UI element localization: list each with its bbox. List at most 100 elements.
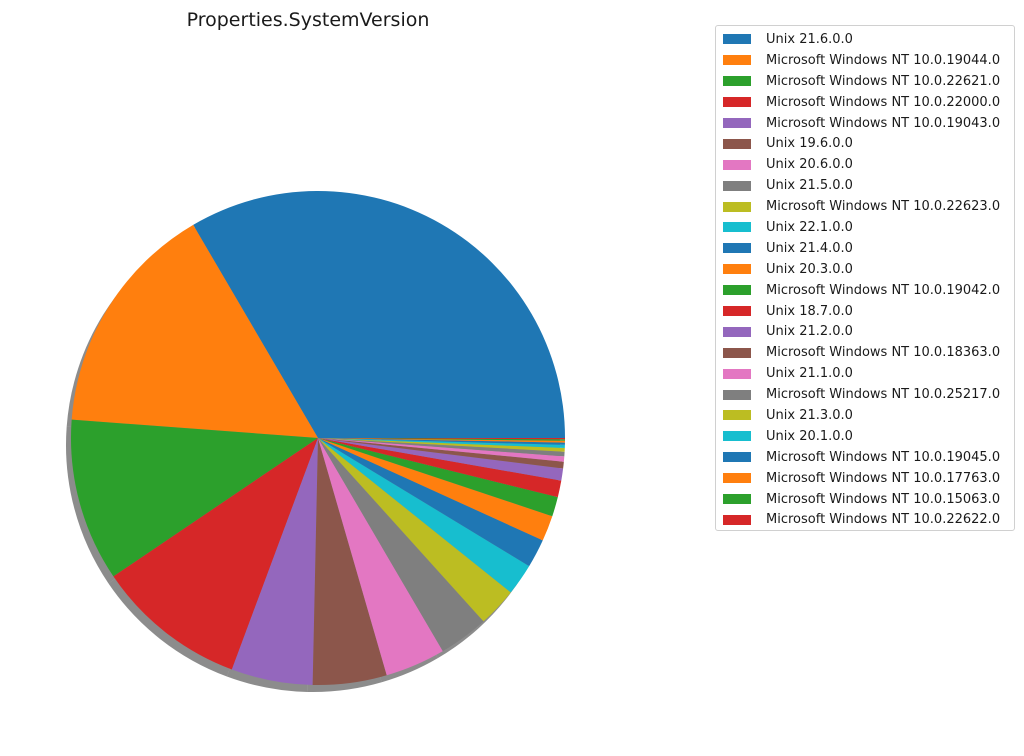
- pie-slice: [318, 438, 565, 452]
- pie-slice: [70, 419, 319, 577]
- pie-slice: [318, 438, 543, 567]
- legend-label: Unix 21.5.0.0: [766, 178, 853, 194]
- legend-swatch: [723, 34, 751, 45]
- legend-swatch: [723, 76, 751, 87]
- legend-item: Microsoft Windows NT 10.0.22623.0: [716, 196, 1014, 217]
- pie-slice: [318, 438, 562, 498]
- pie-slice: [318, 438, 565, 462]
- legend-label: Unix 21.2.0.0: [766, 324, 853, 340]
- pie-slice: [318, 438, 566, 440]
- legend-swatch: [723, 368, 751, 379]
- legend-swatch: [723, 264, 751, 275]
- legend-swatch: [723, 347, 751, 358]
- legend-label: Microsoft Windows NT 10.0.22621.0: [766, 73, 1001, 89]
- legend-label: Microsoft Windows NT 10.0.19042.0: [766, 282, 1001, 298]
- legend-label: Microsoft Windows NT 10.0.22623.0: [766, 199, 1001, 215]
- legend-label: Unix 18.7.0.0: [766, 303, 853, 319]
- legend-swatch: [723, 243, 751, 254]
- legend-label: Unix 22.1.0.0: [766, 219, 853, 235]
- pie-slices: [70, 191, 566, 685]
- legend-label: Microsoft Windows NT 10.0.22000.0: [766, 94, 1001, 110]
- legend-item: Microsoft Windows NT 10.0.25217.0: [716, 384, 1014, 405]
- legend-swatch: [723, 306, 751, 317]
- legend-item: Unix 19.6.0.0: [716, 133, 1014, 154]
- legend-label: Unix 20.1.0.0: [766, 428, 853, 444]
- pie-slice: [193, 191, 565, 438]
- pie-slice: [113, 438, 319, 670]
- pie-slice: [318, 438, 553, 541]
- pie-slice: [318, 438, 564, 469]
- legend-label: Microsoft Windows NT 10.0.17763.0: [766, 470, 1001, 486]
- legend-item: Unix 21.6.0.0: [716, 29, 1014, 50]
- legend-swatch: [723, 389, 751, 400]
- pie-slice: [318, 438, 484, 652]
- legend-item: Microsoft Windows NT 10.0.19043.0: [716, 113, 1014, 134]
- legend-swatch: [723, 201, 751, 212]
- legend-label: Microsoft Windows NT 10.0.19044.0: [766, 52, 1001, 68]
- pie-slice: [318, 438, 530, 593]
- pie-slice: [318, 438, 511, 622]
- legend-swatch: [723, 97, 751, 108]
- pie-slice: [318, 438, 565, 457]
- legend-label: Unix 20.3.0.0: [766, 261, 853, 277]
- legend-swatch: [723, 514, 751, 525]
- legend-item: Microsoft Windows NT 10.0.18363.0: [716, 342, 1014, 363]
- legend-label: Microsoft Windows NT 10.0.19043.0: [766, 115, 1001, 131]
- legend-item: Microsoft Windows NT 10.0.17763.0: [716, 468, 1014, 489]
- pie-slice: [318, 438, 565, 443]
- legend-swatch: [723, 222, 751, 233]
- pie-slice: [318, 438, 443, 676]
- legend-swatch: [723, 138, 751, 149]
- legend-label: Unix 19.6.0.0: [766, 136, 853, 152]
- legend-swatch: [723, 180, 751, 191]
- legend-label: Unix 21.4.0.0: [766, 240, 853, 256]
- legend-item: Microsoft Windows NT 10.0.19042.0: [716, 280, 1014, 301]
- legend-swatch: [723, 473, 751, 484]
- legend-label: Unix 21.1.0.0: [766, 366, 853, 382]
- legend-item: Unix 20.3.0.0: [716, 259, 1014, 280]
- pie-slice: [318, 438, 565, 441]
- legend-swatch: [723, 494, 751, 505]
- legend-swatch: [723, 285, 751, 296]
- legend-label: Microsoft Windows NT 10.0.19045.0: [766, 449, 1001, 465]
- pie-slice: [231, 438, 318, 685]
- legend-swatch: [723, 452, 751, 463]
- legend-item: Microsoft Windows NT 10.0.19044.0: [716, 50, 1014, 71]
- legend-label: Microsoft Windows NT 10.0.25217.0: [766, 387, 1001, 403]
- legend-item: Unix 20.6.0.0: [716, 154, 1014, 175]
- legend-swatch: [723, 410, 751, 421]
- legend-label: Unix 21.6.0.0: [766, 31, 853, 47]
- legend-label: Unix 21.3.0.0: [766, 407, 853, 423]
- legend-item: Unix 21.4.0.0: [716, 238, 1014, 259]
- pie-slice: [318, 438, 558, 517]
- legend-item: Microsoft Windows NT 10.0.15063.0: [716, 489, 1014, 510]
- legend-label: Unix 20.6.0.0: [766, 157, 853, 173]
- legend-swatch: [723, 326, 751, 337]
- legend-item: Unix 21.1.0.0: [716, 363, 1014, 384]
- legend-label: Microsoft Windows NT 10.0.22622.0: [766, 512, 1001, 528]
- legend-item: Microsoft Windows NT 10.0.22622.0: [716, 509, 1014, 530]
- legend-swatch: [723, 159, 751, 170]
- legend-item: Unix 21.2.0.0: [716, 321, 1014, 342]
- legend: Unix 21.6.0.0 Microsoft Windows NT 10.0.1…: [715, 25, 1015, 531]
- pie-slice: [318, 438, 565, 448]
- legend-label: Microsoft Windows NT 10.0.15063.0: [766, 491, 1001, 507]
- legend-item: Unix 21.5.0.0: [716, 175, 1014, 196]
- pie-slice: [312, 438, 387, 685]
- legend-item: Unix 21.3.0.0: [716, 405, 1014, 426]
- legend-swatch: [723, 118, 751, 128]
- legend-item: Microsoft Windows NT 10.0.22621.0: [716, 71, 1014, 92]
- legend-item: Unix 18.7.0.0: [716, 301, 1014, 322]
- legend-label: Microsoft Windows NT 10.0.18363.0: [766, 345, 1001, 361]
- pie-slice: [71, 224, 319, 438]
- legend-swatch: [723, 431, 751, 442]
- legend-swatch: [723, 55, 751, 66]
- chart-title: Properties.SystemVersion: [187, 9, 430, 31]
- legend-item: Unix 20.1.0.0: [716, 426, 1014, 447]
- legend-item: Microsoft Windows NT 10.0.22000.0: [716, 92, 1014, 113]
- pie-slice: [318, 438, 565, 445]
- pie-slice: [318, 438, 564, 481]
- legend-item: Unix 22.1.0.0: [716, 217, 1014, 238]
- legend-item: Microsoft Windows NT 10.0.19045.0: [716, 447, 1014, 468]
